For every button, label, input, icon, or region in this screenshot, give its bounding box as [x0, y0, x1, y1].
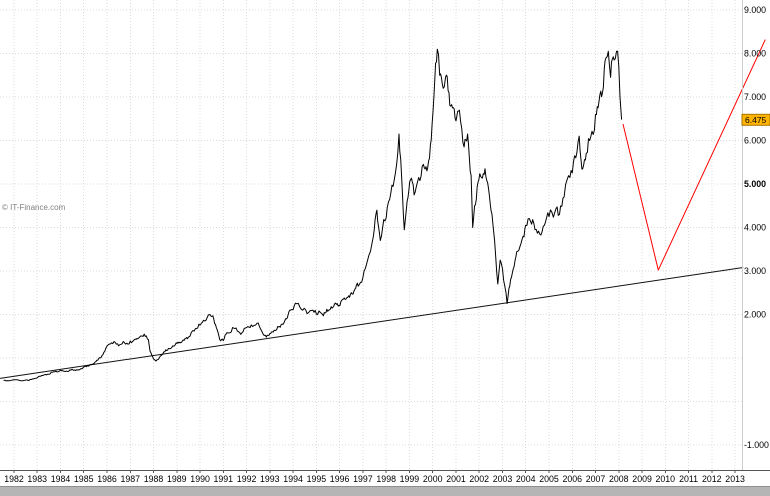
y-axis-label: 5.000 [744, 179, 766, 189]
x-axis-label: 1992 [237, 474, 257, 484]
x-axis-label: 1985 [74, 474, 94, 484]
x-axis-label: 2009 [632, 474, 652, 484]
x-axis-label: 1997 [353, 474, 373, 484]
x-axis-label: 2007 [586, 474, 606, 484]
x-axis-label: 1995 [307, 474, 327, 484]
series-layer [0, 39, 766, 382]
chart-canvas[interactable]: 1982 1983 1984 1985 1986 1987 1988 1989 1990 1991… [0, 0, 770, 486]
y-axis-label: 3.000 [744, 266, 766, 276]
x-axis-label: 2004 [516, 474, 536, 484]
x-axis-label: 2011 [679, 474, 698, 484]
trendline-line [0, 267, 744, 379]
x-axis-label: 2013 [725, 474, 745, 484]
x-axis-label: 2006 [563, 474, 583, 484]
x-axis-label: 2008 [609, 474, 629, 484]
x-axis-label: 1988 [144, 474, 164, 484]
x-axis-label: 2010 [656, 474, 676, 484]
y-axis-label: -1.000 [744, 440, 769, 450]
last-price-tag-bg [741, 113, 770, 126]
x-axis-label: 1994 [283, 474, 303, 484]
x-axis-label: 1999 [400, 474, 420, 484]
last-price-tag: 6.475 [741, 113, 770, 126]
grid-layer [0, 0, 742, 470]
x-axis-label: 1983 [27, 474, 47, 484]
x-axis-label: 1982 [4, 474, 24, 484]
x-axis-label: 1987 [121, 474, 141, 484]
x-axis-label: 2002 [469, 474, 489, 484]
x-axis-label: 2001 [446, 474, 466, 484]
x-axis-label: 1991 [214, 474, 234, 484]
x-axis-label: 2005 [539, 474, 559, 484]
projection-line [622, 39, 766, 271]
x-axis-label: 1989 [167, 474, 187, 484]
price-line [3, 48, 623, 382]
x-axis-label: 1993 [260, 474, 280, 484]
x-axis-label: 1998 [376, 474, 396, 484]
last-price-tag-value: 6.475 [745, 115, 767, 125]
y-axis-label: 8.000 [744, 49, 766, 59]
y-axis-label: 4.000 [744, 223, 766, 233]
y-axis-label: 6.000 [744, 136, 766, 146]
x-axis-label: 1984 [51, 474, 71, 484]
y-axis-label: 2.000 [744, 310, 766, 320]
timeline-scrollbar[interactable] [0, 486, 770, 496]
y-axis-label: 9.000 [744, 5, 766, 15]
x-axis-label: 2000 [423, 474, 443, 484]
x-axis-label: 2003 [493, 474, 513, 484]
watermark: © IT-Finance.com [2, 203, 66, 212]
x-axis-label: 1986 [97, 474, 117, 484]
x-axis-label: 2012 [702, 474, 722, 484]
y-axis-label: 7.000 [744, 92, 766, 102]
x-axis-label: 1996 [330, 474, 350, 484]
x-axis-label: 1990 [190, 474, 210, 484]
axis-layer: 1982 1983 1984 1985 1986 1987 1988 1989 1990 1991… [0, 0, 770, 484]
